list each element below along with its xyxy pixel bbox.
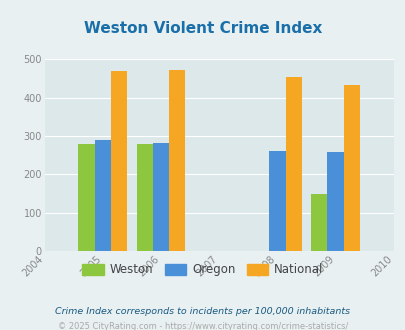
Bar <box>136 144 153 251</box>
Bar <box>169 70 185 251</box>
Text: © 2025 CityRating.com - https://www.cityrating.com/crime-statistics/: © 2025 CityRating.com - https://www.city… <box>58 321 347 330</box>
Bar <box>94 140 111 251</box>
Bar <box>310 194 327 251</box>
Bar <box>111 71 127 251</box>
Bar <box>285 78 301 251</box>
Bar <box>153 143 169 251</box>
Legend: Weston, Oregon, National: Weston, Oregon, National <box>77 259 328 281</box>
Text: Crime Index corresponds to incidents per 100,000 inhabitants: Crime Index corresponds to incidents per… <box>55 307 350 316</box>
Bar <box>269 151 285 251</box>
Bar <box>327 152 343 251</box>
Text: Weston Violent Crime Index: Weston Violent Crime Index <box>83 21 322 36</box>
Bar <box>78 145 94 251</box>
Bar <box>343 85 359 251</box>
